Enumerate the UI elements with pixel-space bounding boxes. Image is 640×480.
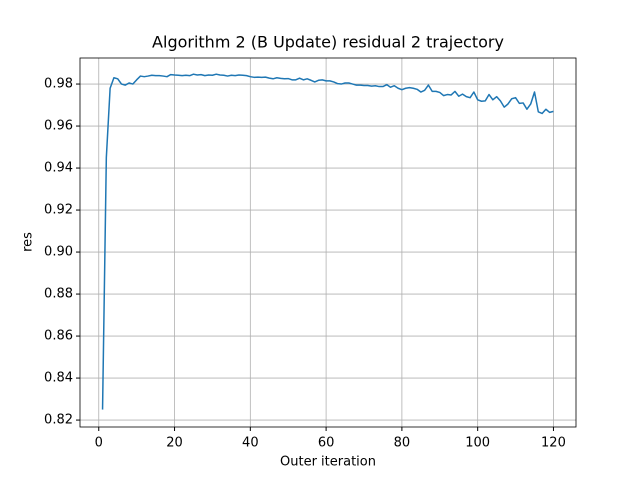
y-tick-label: 0.98	[44, 77, 73, 92]
x-tick-label: 0	[95, 436, 103, 451]
x-axis-label: Outer iteration	[280, 455, 376, 470]
x-tick-label: 100	[465, 436, 490, 451]
y-tick-label: 0.86	[44, 329, 73, 344]
data-line	[101, 73, 554, 410]
x-tick-label: 60	[318, 436, 335, 451]
y-tick-label: 0.94	[44, 161, 73, 176]
y-tick-label: 0.82	[44, 413, 73, 428]
y-axis-label: res	[21, 232, 36, 252]
x-tick-label: 80	[394, 436, 411, 451]
x-tick-label: 40	[242, 436, 259, 451]
plot-frame	[79, 57, 577, 428]
x-tick-label: 20	[166, 436, 183, 451]
y-tick-label: 0.96	[44, 119, 73, 134]
y-tick-label: 0.90	[44, 245, 73, 260]
chart-title: Algorithm 2 (B Update) residual 2 trajec…	[152, 33, 504, 52]
y-tick-label: 0.84	[44, 371, 73, 386]
y-tick-label: 0.92	[44, 203, 73, 218]
y-tick-label: 0.88	[44, 287, 73, 302]
x-tick-label: 120	[541, 436, 566, 451]
